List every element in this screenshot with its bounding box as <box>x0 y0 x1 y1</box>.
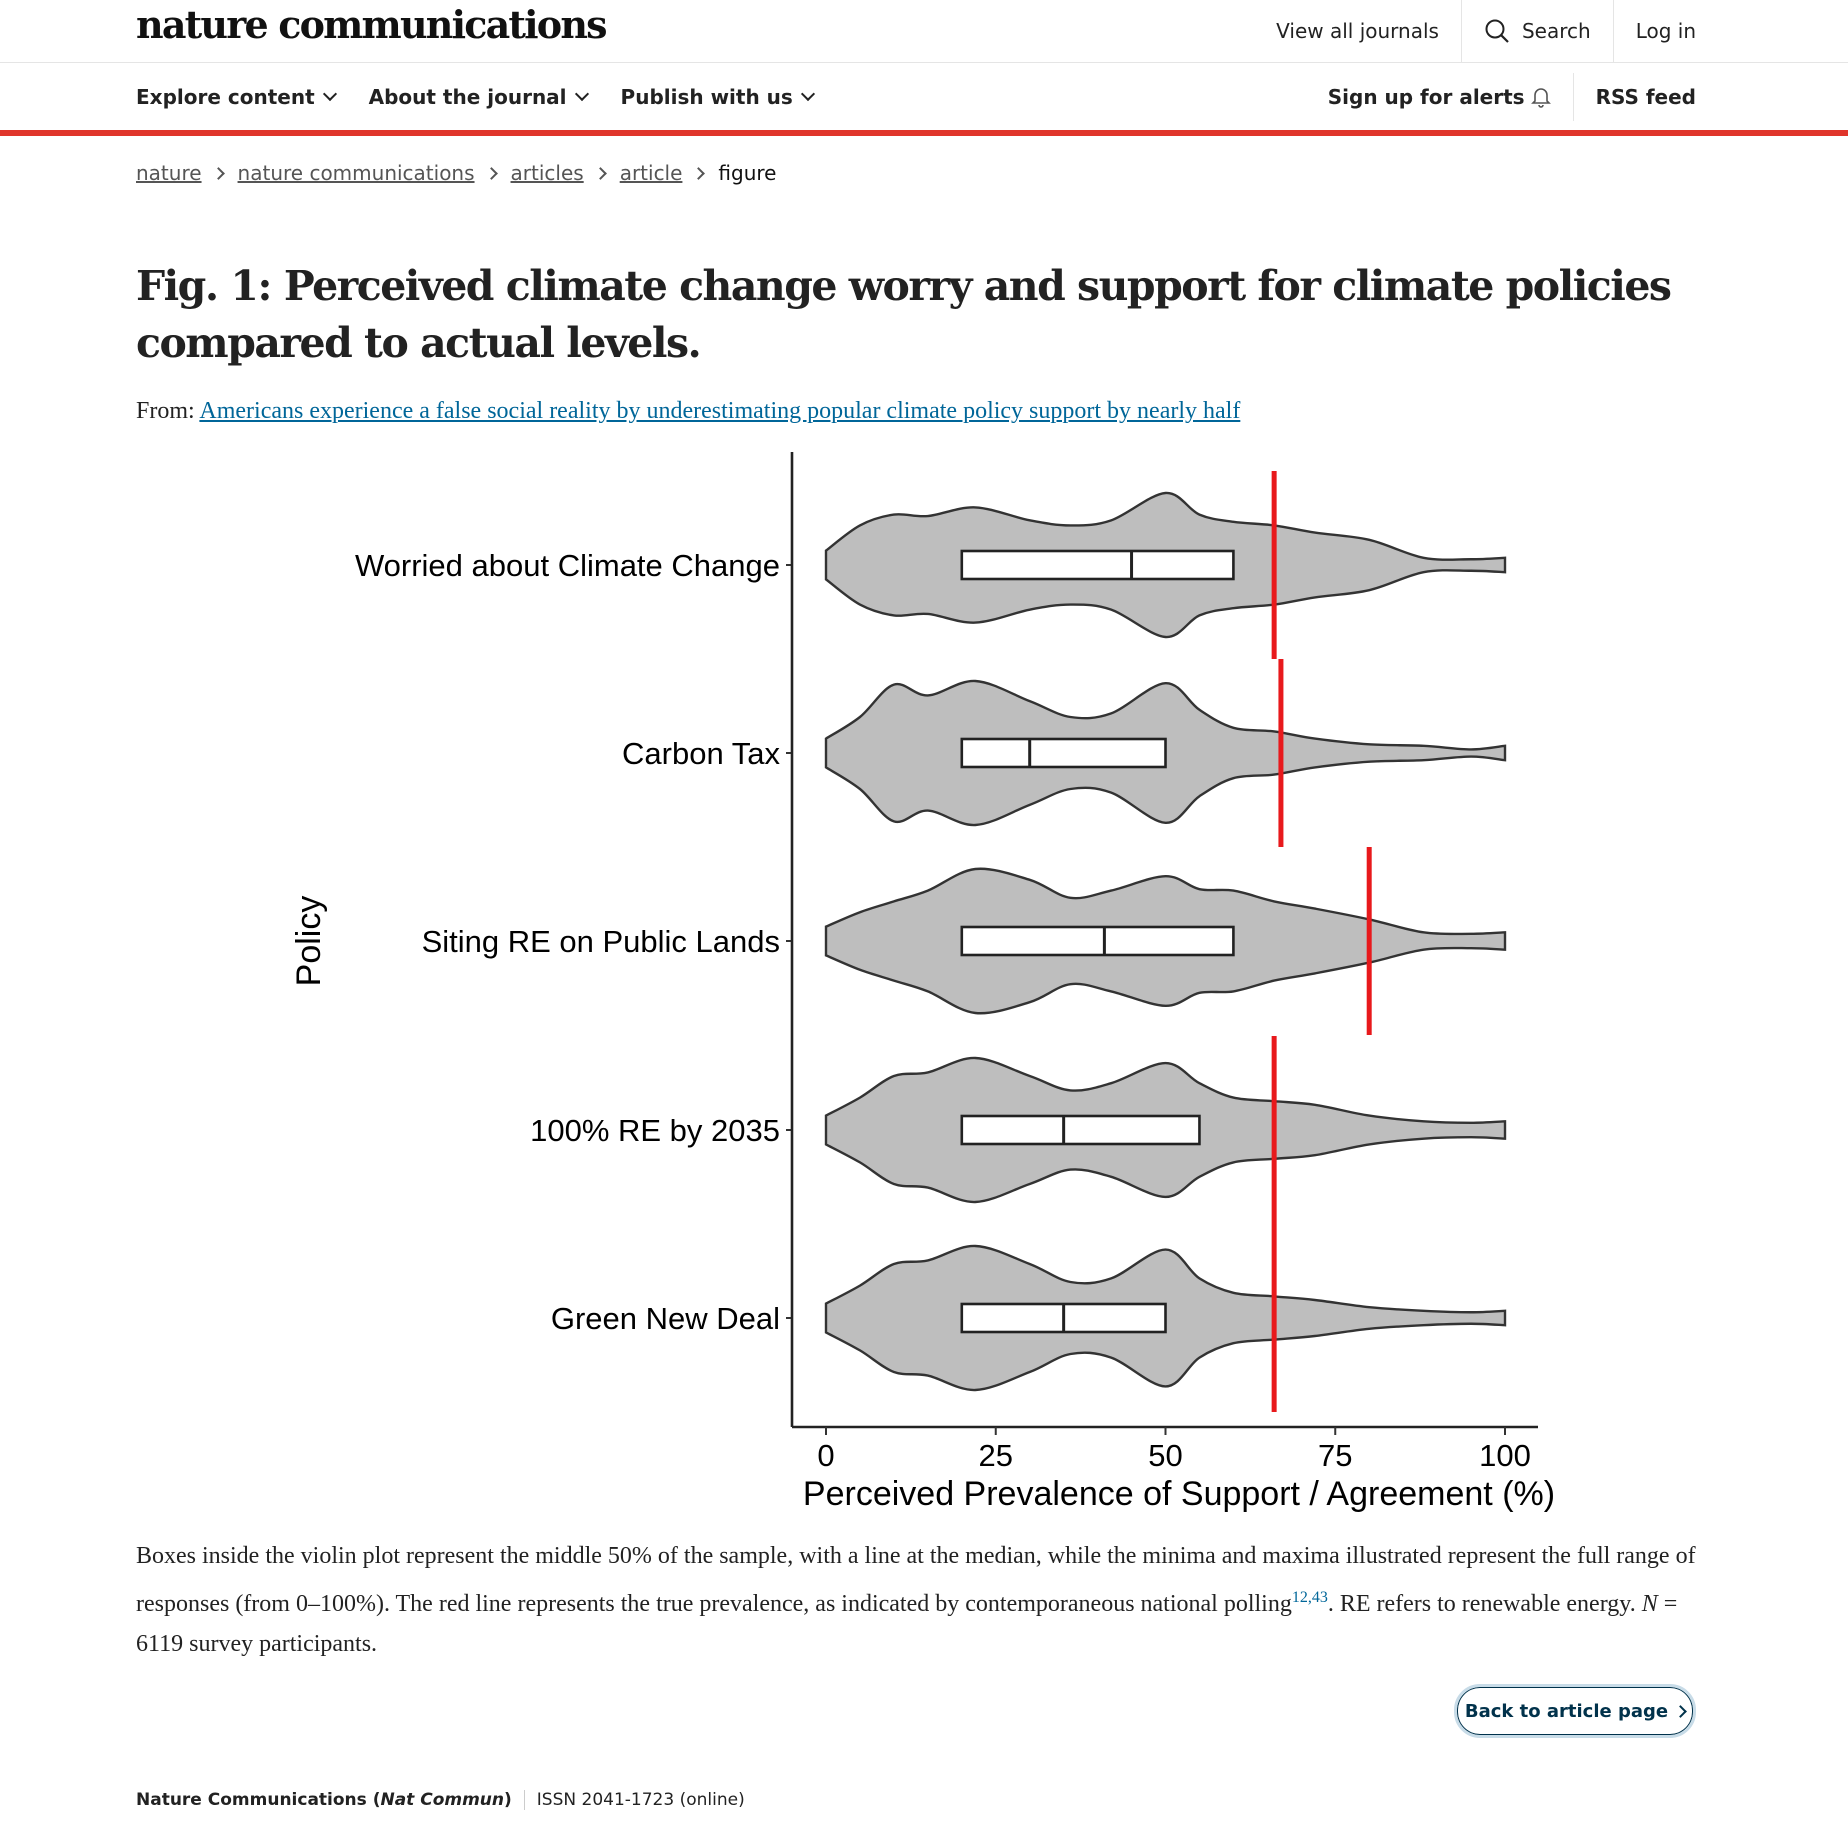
chevron-down-icon <box>800 86 815 102</box>
y-tick-label: Siting RE on Public Lands <box>422 924 780 959</box>
caption-text-2: . RE refers to renewable energy. <box>1327 1591 1642 1617</box>
iqr-box <box>960 925 1235 957</box>
breadcrumb-figure: figure <box>718 161 777 185</box>
iqr-box <box>960 1114 1201 1146</box>
x-tick-label: 75 <box>1318 1438 1352 1473</box>
about-journal-menu[interactable]: About the journal <box>368 84 589 109</box>
accent-bar <box>0 130 1848 136</box>
explore-content-label: Explore content <box>136 84 315 109</box>
chevron-down-icon <box>574 86 589 102</box>
y-tick-label: Green New Deal <box>551 1301 780 1336</box>
breadcrumb-articles[interactable]: articles <box>510 161 584 185</box>
iqr-box <box>960 549 1235 581</box>
source-article-link[interactable]: Americans experience a false social real… <box>199 398 1241 424</box>
caption-refs: 12,43 <box>1292 1585 1328 1607</box>
bell-icon <box>1530 87 1551 108</box>
footer-journal-name: Nature Communications ( <box>136 1790 381 1810</box>
sign-up-alerts-link[interactable]: Sign up for alerts <box>1328 85 1573 109</box>
footer-issn: ISSN 2041-1723 (online) <box>523 1790 745 1810</box>
iqr-box <box>960 737 1167 769</box>
y-tick-label: Carbon Tax <box>622 736 780 771</box>
footer-journal: Nature Communications (Nat Commun) <box>136 1790 512 1810</box>
breadcrumb-nature-communications[interactable]: nature communications <box>237 161 475 185</box>
breadcrumb: nature nature communications articles ar… <box>136 161 776 185</box>
x-axis-title: Perceived Prevalence of Support / Agreem… <box>803 1475 1555 1513</box>
breadcrumb-article[interactable]: article <box>619 161 683 185</box>
explore-content-menu[interactable]: Explore content <box>136 84 337 109</box>
caption-n: N <box>1641 1591 1658 1617</box>
y-tick-label: 100% RE by 2035 <box>530 1113 780 1148</box>
back-to-article-button[interactable]: Back to article page <box>1454 1684 1696 1738</box>
footer-journal-abbr: Nat Commun <box>380 1790 505 1810</box>
y-tick-label: Worried about Climate Change <box>355 548 780 583</box>
footer-journal-close: ) <box>504 1790 512 1810</box>
search-button[interactable]: Search <box>1460 0 1613 62</box>
x-tick-label: 100 <box>1479 1438 1531 1473</box>
chevron-right-icon <box>692 166 706 180</box>
figure-caption: Boxes inside the violin plot represent t… <box>136 1536 1716 1664</box>
caption-text-3: = 6119 survey participants. <box>136 1591 1678 1657</box>
main-nav: Explore content About the journal Publis… <box>0 63 1848 130</box>
x-tick-label: 50 <box>1148 1438 1182 1473</box>
violin-chart: Worried about Climate Change Carbon Tax Si… <box>290 452 1555 1513</box>
back-button-label: Back to article page <box>1464 1700 1669 1722</box>
breadcrumb-nature[interactable]: nature <box>136 161 202 185</box>
search-label: Search <box>1521 19 1591 43</box>
top-links: View all journals Search Log in <box>1254 0 1696 62</box>
chevron-right-icon <box>211 166 225 180</box>
page-footer: Nature Communications (Nat Commun) ISSN … <box>136 1790 745 1810</box>
chevron-right-icon <box>593 166 607 180</box>
alerts-label: Sign up for alerts <box>1327 84 1525 109</box>
site-logo[interactable]: nature communications <box>136 2 608 47</box>
figure-title: Fig. 1: Perceived climate change worry a… <box>136 262 1672 367</box>
view-all-journals-link[interactable]: View all journals <box>1276 19 1439 43</box>
publish-label: Publish with us <box>620 84 793 109</box>
caption-text-1: Boxes inside the violin plot represent t… <box>136 1543 1696 1617</box>
publish-menu[interactable]: Publish with us <box>620 84 815 109</box>
search-icon <box>1485 19 1509 43</box>
chevron-right-icon <box>1674 1704 1687 1718</box>
x-tick-label: 25 <box>979 1438 1013 1473</box>
about-journal-label: About the journal <box>368 84 567 109</box>
from-line: From: Americans experience a false socia… <box>136 398 1240 425</box>
reference-link[interactable]: 12,43 <box>1291 1589 1328 1606</box>
login-link[interactable]: Log in <box>1612 0 1696 62</box>
chevron-right-icon <box>484 166 498 180</box>
x-tick-label: 0 <box>817 1438 834 1473</box>
rss-feed-link[interactable]: RSS feed <box>1572 72 1696 121</box>
y-axis-title: Policy <box>290 896 328 987</box>
chevron-down-icon <box>322 86 337 102</box>
site-header: nature communications View all journals … <box>0 0 1848 63</box>
from-label: From: <box>136 398 195 424</box>
